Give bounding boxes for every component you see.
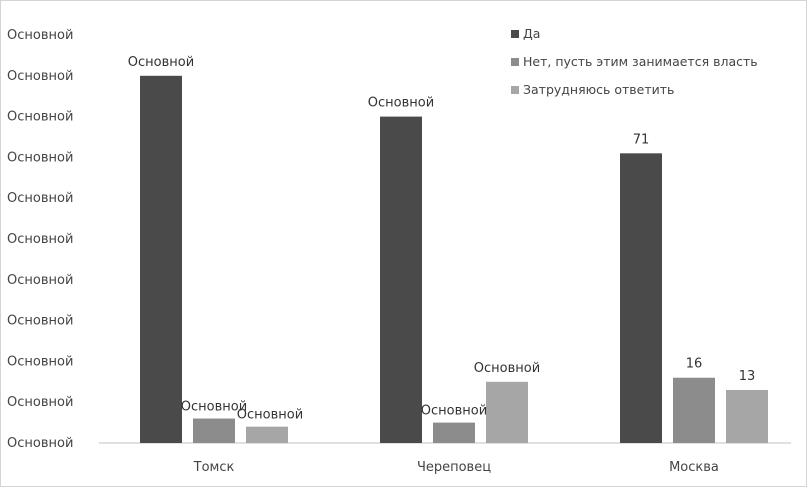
- data-label-1-1: Основной: [128, 55, 194, 70]
- bar-1-3: [620, 153, 662, 443]
- bar-2-3: [673, 377, 715, 443]
- bar-3-3: [726, 389, 768, 443]
- legend-swatch-3: [511, 86, 519, 94]
- y-tick-label: Основной: [7, 28, 73, 43]
- y-tick-label: Основной: [7, 232, 73, 247]
- data-labels: ОсновнойОсновнойОсновнойОсновнойОсновной…: [128, 55, 755, 423]
- legend-label-1: Да: [523, 26, 540, 41]
- legend-swatch-1: [511, 30, 519, 38]
- category-labels: Томск Череповец Москва: [193, 460, 719, 475]
- category-label: Томск: [193, 460, 235, 475]
- data-label-2-3: 16: [686, 357, 703, 372]
- data-label-1-2: Основной: [368, 96, 434, 111]
- y-tick-label: Основной: [7, 395, 73, 410]
- legend-label-3: Затрудняюсь ответить: [523, 82, 674, 97]
- bar-3-1: [246, 426, 288, 443]
- y-tick-label: Основной: [7, 191, 73, 206]
- data-label-2-2: Основной: [421, 404, 487, 419]
- data-label-3-2: Основной: [474, 361, 540, 376]
- y-tick-label: Основной: [7, 150, 73, 165]
- bar-1-1: [140, 75, 182, 444]
- legend-label-2: Нет, пусть этим занимается власть: [523, 54, 758, 69]
- bar-1-2: [380, 116, 422, 443]
- category-label: Череповец: [417, 460, 491, 475]
- bar-2-1: [193, 418, 235, 443]
- category-label: Москва: [669, 460, 719, 475]
- legend: Да Нет, пусть этим занимается власть Затру…: [511, 26, 758, 97]
- y-tick-label: Основной: [7, 110, 73, 125]
- bar-3-2: [486, 381, 528, 443]
- y-tick-label: Основной: [7, 273, 73, 288]
- y-axis-ticks: Основной Основной Основной Основной Основной…: [7, 28, 73, 451]
- bars: [140, 75, 768, 444]
- y-tick-label: Основной: [7, 354, 73, 369]
- y-tick-label: Основной: [7, 314, 73, 329]
- y-tick-label: Основной: [7, 69, 73, 84]
- data-label-3-3: 13: [739, 369, 756, 384]
- legend-swatch-2: [511, 58, 519, 66]
- data-label-1-3: 71: [633, 132, 650, 147]
- y-tick-label: Основной: [7, 436, 73, 451]
- data-label-2-1: Основной: [181, 400, 247, 415]
- bar-2-2: [433, 422, 475, 443]
- data-label-3-1: Основной: [237, 408, 303, 423]
